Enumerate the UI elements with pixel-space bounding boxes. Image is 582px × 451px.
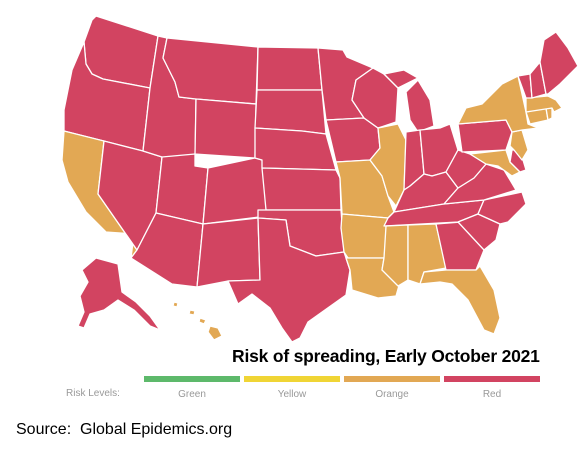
- state-ak: [77, 257, 161, 331]
- legend-caption: Risk Levels:: [66, 388, 120, 399]
- state-fl: [419, 265, 501, 335]
- state-ma: [525, 95, 563, 113]
- state-sc: [457, 213, 501, 251]
- legend-label-red: Red: [482, 389, 502, 400]
- legend-item-yellow: Yellow: [244, 376, 340, 404]
- legend-swatch-yellow: [244, 376, 340, 382]
- legend-swatch-red: [444, 376, 540, 382]
- state-ny: [457, 75, 539, 133]
- state-ne: [254, 127, 337, 171]
- legend-item-red: Red: [444, 376, 540, 404]
- legend-swatch-orange: [344, 376, 440, 382]
- map-title: Risk of spreading, Early October 2021: [232, 346, 540, 366]
- legend-label-green: Green: [178, 389, 206, 400]
- state-wi: [351, 67, 399, 129]
- state-hi: [172, 301, 223, 341]
- legend-swatch-green: [144, 376, 240, 382]
- state-nm: [196, 217, 261, 288]
- state-ar: [340, 213, 389, 259]
- state-tx: [227, 217, 351, 343]
- legend-label-yellow: Yellow: [277, 389, 307, 400]
- state-sd: [254, 89, 327, 135]
- legend-label-orange: Orange: [375, 389, 409, 400]
- state-md: [469, 149, 521, 177]
- state-ut: [155, 153, 209, 225]
- state-wy: [194, 98, 257, 159]
- state-mi: [383, 69, 435, 133]
- state-me: [539, 31, 579, 95]
- state-ia: [325, 117, 381, 163]
- legend-item-green: Green: [144, 376, 240, 404]
- legend-item-orange: Orange: [344, 376, 440, 404]
- state-il: [369, 123, 407, 207]
- state-pa: [457, 119, 513, 153]
- state-nd: [256, 46, 323, 91]
- risk-legend: Risk Levels: Green Yellow Orange Red: [52, 374, 552, 404]
- source-note: Source: Global Epidemics.org: [16, 421, 233, 438]
- state-ks: [261, 167, 342, 211]
